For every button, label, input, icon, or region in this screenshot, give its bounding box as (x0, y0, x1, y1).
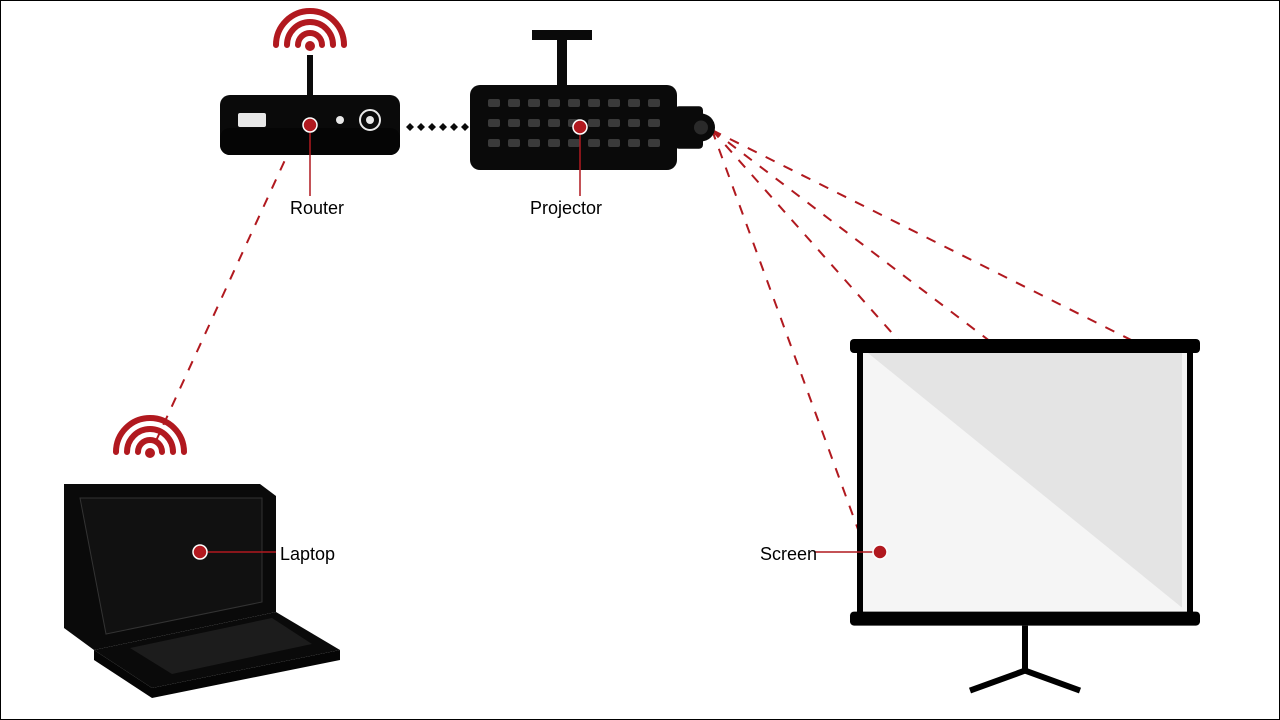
laptop-label: Laptop (280, 544, 335, 564)
screen-label: Screen (760, 544, 817, 564)
screen-device (815, 339, 1200, 691)
projector-device (470, 30, 715, 170)
router-label: Router (290, 198, 344, 218)
wifi-icon (116, 418, 184, 458)
laptop-device (60, 484, 340, 698)
wifi-icon (276, 11, 344, 51)
network-diagram: Screen Projector Router Laptop (0, 0, 1280, 720)
projector-label: Projector (530, 198, 602, 218)
